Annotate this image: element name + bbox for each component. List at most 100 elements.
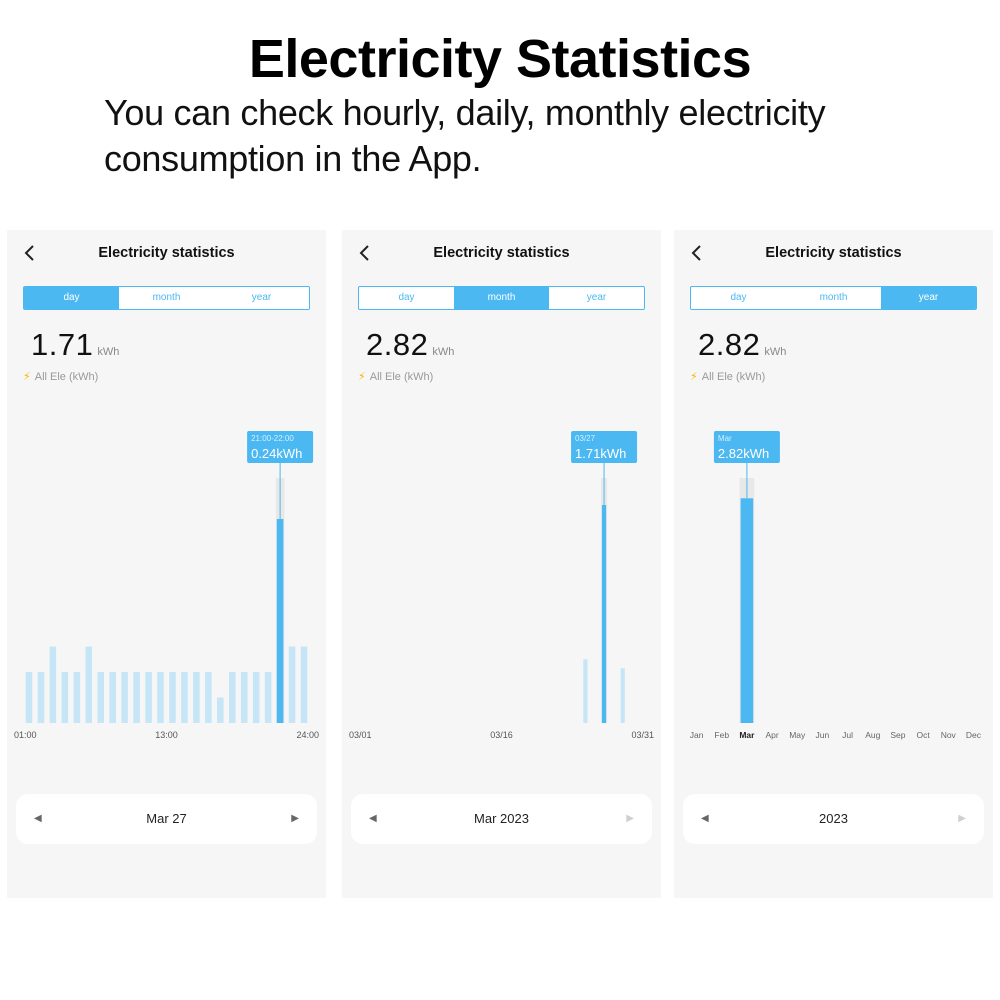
tooltip-box <box>247 431 314 463</box>
current-date: Mar 27 <box>146 811 187 826</box>
bar-highlighted[interactable] <box>601 504 607 723</box>
bar[interactable] <box>228 672 236 723</box>
bar[interactable] <box>97 672 105 723</box>
x-tick-label: Aug <box>865 730 880 740</box>
bar[interactable] <box>620 668 625 723</box>
bar[interactable] <box>73 672 81 723</box>
tooltip-box <box>713 431 780 463</box>
legend: ⚡ All Ele (kWh) <box>358 370 433 383</box>
tab-day[interactable]: day <box>24 287 119 309</box>
previous-year-icon[interactable]: ◀ <box>701 813 709 824</box>
period-tabs: day month year <box>358 286 645 310</box>
bar[interactable] <box>240 672 248 723</box>
legend: ⚡ All Ele (kWh) <box>690 370 765 383</box>
x-tick-label: Jul <box>842 730 853 740</box>
x-tick-label: 01:00 <box>14 730 37 740</box>
total-value: 1.71 <box>31 327 94 362</box>
total-consumption: 1.71 kWh <box>31 327 119 363</box>
legend-label: All Ele (kWh) <box>34 371 99 383</box>
legend-label: All Ele (kWh) <box>701 371 766 383</box>
hourly-bar-chart: 21:00-22:00 0.24kWh 01:00 13:00 24:00 <box>14 431 319 740</box>
total-unit: kWh <box>764 346 787 358</box>
screen-title: Electricity statistics <box>98 245 235 261</box>
bar[interactable] <box>264 672 272 723</box>
tooltip-box <box>571 431 638 463</box>
tooltip-label: Mar <box>718 434 732 443</box>
tooltip-value: 2.82kWh <box>718 446 769 461</box>
total-value: 2.82 <box>366 327 429 362</box>
bar[interactable] <box>205 672 212 723</box>
tab-year[interactable]: year <box>251 292 272 303</box>
tab-month[interactable]: month <box>152 292 181 303</box>
bar[interactable] <box>300 646 308 724</box>
date-navigator: ◀ Mar 27 ▶ <box>16 794 317 844</box>
bar[interactable] <box>181 672 188 723</box>
bar[interactable] <box>109 672 116 723</box>
date-navigator: ◀ 2023 ▶ <box>683 794 984 844</box>
back-chevron-icon[interactable] <box>354 242 376 264</box>
x-tick-label: 13:00 <box>155 730 178 740</box>
tooltip-label: 21:00-22:00 <box>251 434 294 443</box>
next-month-icon[interactable]: ▶ <box>626 813 634 824</box>
bar-highlighted[interactable] <box>276 519 284 723</box>
tab-year[interactable]: year <box>881 287 976 309</box>
tab-month[interactable]: month <box>819 292 848 303</box>
total-value: 2.82 <box>698 327 761 362</box>
legend: ⚡ All Ele (kWh) <box>23 370 98 383</box>
next-year-icon[interactable]: ▶ <box>958 813 966 824</box>
bar[interactable] <box>252 672 260 723</box>
x-tick-label: May <box>789 730 806 740</box>
x-tick-label: Sep <box>890 730 905 740</box>
next-date-icon[interactable]: ▶ <box>291 813 299 824</box>
lightning-icon: ⚡ <box>358 371 366 383</box>
period-tabs: day month year <box>690 286 977 310</box>
screen-title: Electricity statistics <box>765 245 902 261</box>
total-consumption: 2.82 kWh <box>698 327 786 363</box>
x-tick-label: Jan <box>690 730 704 740</box>
x-tick-label: Feb <box>714 730 729 740</box>
back-chevron-icon[interactable] <box>19 242 41 264</box>
screen-title: Electricity statistics <box>433 245 570 261</box>
bar[interactable] <box>169 672 176 723</box>
bar[interactable] <box>157 672 164 723</box>
x-tick-label: Apr <box>765 730 778 740</box>
total-unit: kWh <box>97 346 120 358</box>
current-month: Mar 2023 <box>474 811 529 826</box>
x-tick-label: 03/01 <box>349 730 372 740</box>
bar[interactable] <box>583 659 588 723</box>
previous-date-icon[interactable]: ◀ <box>34 813 42 824</box>
bar[interactable] <box>133 672 140 723</box>
daily-bar-chart: 03/27 1.71kWh 03/01 03/16 03/31 <box>349 431 654 740</box>
x-tick-label: Nov <box>941 730 957 740</box>
previous-month-icon[interactable]: ◀ <box>369 813 377 824</box>
bar[interactable] <box>61 672 69 723</box>
bar[interactable] <box>193 672 200 723</box>
bar[interactable] <box>25 672 33 723</box>
x-tick-label: Oct <box>916 730 930 740</box>
bar[interactable] <box>37 672 45 723</box>
bar[interactable] <box>217 697 224 724</box>
bar[interactable] <box>49 646 57 724</box>
bar[interactable] <box>85 646 93 724</box>
bar-highlighted[interactable] <box>740 498 754 723</box>
current-year: 2023 <box>819 811 848 826</box>
x-tick-label: Dec <box>966 730 982 740</box>
tooltip-label: 03/27 <box>575 434 596 443</box>
back-chevron-icon[interactable] <box>686 242 708 264</box>
month-statistics-screen: Electricity statistics day month year 2.… <box>342 230 661 898</box>
tab-month[interactable]: month <box>454 287 549 309</box>
page-subheading: You can check hourly, daily, monthly ele… <box>104 92 826 179</box>
bar[interactable] <box>145 672 152 723</box>
x-tick-label: 03/16 <box>490 730 513 740</box>
bar[interactable] <box>121 672 128 723</box>
lightning-icon: ⚡ <box>690 371 698 383</box>
x-tick-label: 24:00 <box>296 730 319 740</box>
lightning-icon: ⚡ <box>23 371 31 383</box>
total-consumption: 2.82 kWh <box>366 327 454 363</box>
year-statistics-screen: Electricity statistics day month year 2.… <box>674 230 993 898</box>
tab-day[interactable]: day <box>398 292 415 303</box>
tab-year[interactable]: year <box>586 292 607 303</box>
tab-day[interactable]: day <box>730 292 747 303</box>
bar[interactable] <box>288 646 296 724</box>
x-tick-label: 03/31 <box>631 730 654 740</box>
